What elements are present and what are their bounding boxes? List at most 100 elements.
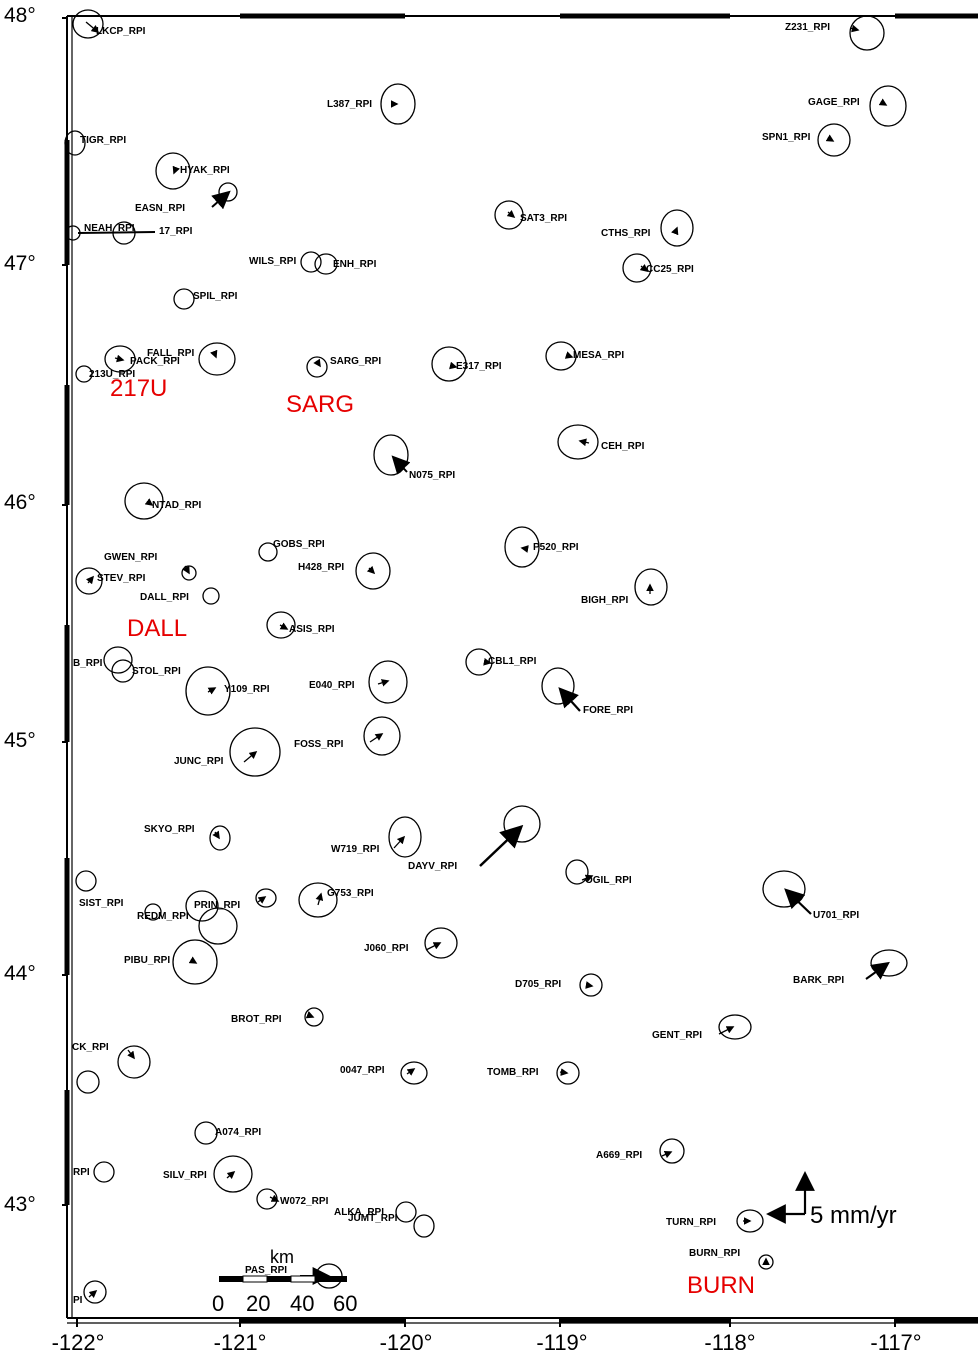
station-ellipse	[869, 85, 907, 127]
velocity-arrow	[211, 190, 231, 210]
station-ellipse	[660, 209, 694, 247]
velocity-arrow	[313, 358, 321, 368]
station-ellipse	[817, 123, 851, 157]
velocity-arrow	[257, 896, 267, 904]
annotation-label: BURN	[687, 1272, 756, 1299]
station-label: PACK_RPI	[130, 356, 180, 367]
station-label: 0047_RPI	[340, 1065, 385, 1076]
station-ellipse	[849, 15, 885, 51]
velocity-arrow	[564, 351, 574, 359]
velocity-arrow	[243, 751, 258, 763]
station-label: 213U_RPI	[89, 369, 136, 380]
velocity-arrow	[369, 733, 384, 743]
station-label: EASN_RPI	[135, 203, 186, 214]
station-label: TOMB_RPI	[487, 1067, 539, 1078]
station-ellipse	[363, 716, 401, 756]
station-ellipse	[173, 288, 195, 310]
x-tick-label: -121°	[213, 1330, 267, 1355]
station-ellipse	[198, 342, 236, 376]
station-ellipse	[718, 1014, 752, 1040]
station-ellipse	[172, 939, 218, 985]
velocity-arrow	[391, 455, 411, 475]
velocity-arrow	[406, 1068, 416, 1076]
distance-tick-label: 20	[246, 1291, 271, 1316]
velocity-arrow	[212, 830, 220, 840]
x-tick-label: -119°	[536, 1330, 588, 1355]
station-ellipse	[565, 859, 589, 885]
station-label: E317_RPI	[456, 361, 502, 372]
station-label: H428_RPI	[298, 562, 345, 573]
velocity-arrow	[377, 679, 390, 687]
station-ellipse	[124, 482, 164, 520]
velocity-scale-label: 5 mm/yr	[810, 1202, 897, 1229]
station-ellipse	[400, 1061, 428, 1085]
map-frame	[62, 13, 978, 1327]
station-label: FORE_RPI	[583, 705, 634, 716]
velocity-arrow	[520, 545, 529, 553]
station-label: CBL1_RPI	[488, 656, 537, 667]
station-label: PIBU_RPI	[124, 955, 171, 966]
station-label: NTAD_RPI	[152, 500, 202, 511]
velocity-arrow	[639, 264, 649, 272]
station-ellipse	[76, 1070, 100, 1094]
station-ellipse	[314, 253, 338, 275]
station-label: A074_RPI	[215, 1127, 262, 1138]
velocity-arrow	[425, 942, 442, 951]
station-label: DAYV_RPI	[408, 861, 458, 872]
velocity-arrow	[671, 226, 679, 236]
velocity-arrow	[878, 98, 888, 106]
station-label: P520_RPI	[533, 542, 579, 553]
velocity-arrow	[578, 438, 590, 447]
velocity-arrow	[86, 575, 94, 585]
station-ellipse	[229, 727, 281, 777]
velocity-arrow	[585, 981, 594, 989]
station-label: TIGR_RPI	[80, 135, 127, 146]
velocity-arrow	[784, 888, 812, 915]
x-tick-label: -117°	[870, 1330, 922, 1355]
station-label: CC25_RPI	[646, 264, 694, 275]
annotation-label: SARG	[286, 391, 355, 418]
station-ellipse	[258, 542, 278, 562]
station-ellipse	[83, 1280, 107, 1304]
station-label: L387_RPI	[327, 99, 373, 110]
station-label: E040_RPI	[309, 680, 355, 691]
station-label: WILS_RPI	[249, 256, 297, 267]
station-ellipse	[75, 365, 93, 383]
velocity-arrow	[144, 498, 154, 506]
station-label: DALL_RPI	[140, 592, 189, 603]
velocity-arrow	[581, 874, 594, 882]
station-label: LKCP_RPI	[96, 26, 146, 37]
velocity-arrow	[849, 24, 860, 33]
station-label: CEH_RPI	[601, 441, 645, 452]
velocity-arrow	[661, 1150, 673, 1159]
station-ellipse	[355, 552, 391, 590]
station-ellipse	[659, 1138, 685, 1164]
station-ellipse	[504, 526, 540, 568]
distance-scale-bar	[219, 1275, 347, 1283]
station-label: PRIN_RPI	[194, 900, 241, 911]
velocity-arrow	[88, 1289, 98, 1299]
station-ellipse	[213, 1155, 253, 1193]
station-label: SAT3_RPI	[520, 213, 568, 224]
velocity-arrow	[172, 165, 180, 175]
y-tick-label: 44°	[4, 962, 36, 985]
station-ellipse	[541, 667, 575, 705]
station-label: SIST_RPI	[79, 898, 124, 909]
station-label: ENH_RPI	[333, 259, 377, 270]
station-label: FALL_RPI	[147, 348, 195, 359]
x-tick-label: -118°	[704, 1330, 756, 1355]
annotation-label: DALL	[127, 615, 188, 642]
velocity-arrow	[114, 354, 125, 363]
station-ellipse	[622, 253, 652, 283]
station-label: SKYO_RPI	[144, 824, 195, 835]
station-label: JUNC_RPI	[174, 756, 224, 767]
station-label: CK_RPI	[72, 1042, 109, 1053]
station-ellipse	[465, 648, 493, 676]
station-label: G753_RPI	[327, 888, 374, 899]
station-label: BIGH_RPI	[581, 595, 629, 606]
station-label: CTHS_RPI	[601, 228, 651, 239]
station-markers	[64, 9, 908, 1304]
velocity-arrow	[77, 231, 156, 234]
station-ellipse	[545, 341, 577, 371]
station-ellipse	[185, 666, 231, 716]
